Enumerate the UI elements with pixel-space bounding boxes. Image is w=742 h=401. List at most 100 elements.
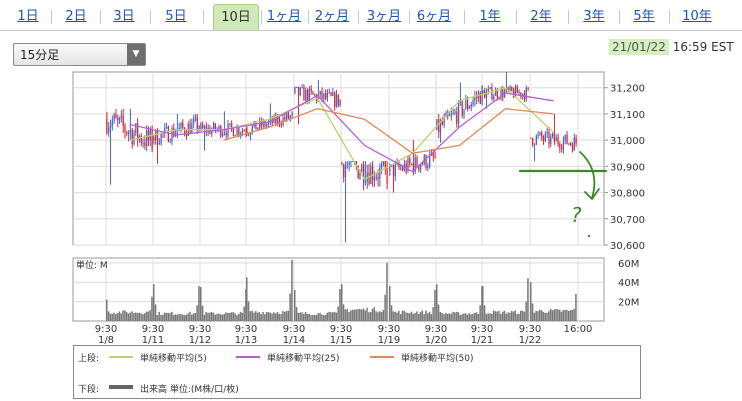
tab-separator [51, 10, 52, 24]
x-tick-date: 1/8 [98, 335, 114, 345]
tab-12[interactable]: 3年 [583, 9, 605, 24]
volume-bar [269, 312, 272, 321]
candle-body [571, 144, 574, 151]
candle-body [326, 92, 329, 99]
candle-body [282, 117, 284, 125]
tab-9[interactable]: 6ヶ月 [416, 9, 452, 24]
candle-body [122, 115, 124, 126]
volume-tick-label: 60M [618, 259, 639, 270]
moving-average-line-2 [129, 92, 554, 173]
candle-body [542, 138, 545, 141]
tab-2[interactable]: 2日 [65, 9, 87, 24]
tab-8[interactable]: 3ヶ月 [366, 9, 402, 24]
tab-7[interactable]: 2ヶ月 [314, 9, 350, 24]
candle-body [564, 134, 566, 141]
volume-bar [446, 313, 449, 321]
volume-bar [403, 310, 405, 321]
volume-bar [573, 308, 575, 321]
candle-body [559, 144, 561, 149]
volume-bar [571, 309, 574, 321]
volume-bar [518, 313, 520, 321]
volume-bar [303, 313, 305, 321]
tab-11[interactable]: 2年 [530, 9, 552, 24]
volume-bar [470, 314, 472, 321]
x-tick-time: 16:00 [564, 324, 593, 335]
price-tick-label: 30,700 [610, 215, 645, 226]
volume-bar [461, 314, 463, 321]
candle-body [287, 113, 290, 119]
candle-body [308, 88, 310, 101]
candle-body [434, 156, 436, 158]
volume-bar [475, 312, 478, 321]
volume-bar [558, 309, 561, 321]
tab-separator [150, 10, 151, 24]
volume-tick-label: 40M [618, 278, 639, 289]
volume-bar [348, 311, 350, 321]
candle-body [361, 164, 363, 173]
volume-bar [530, 282, 532, 321]
volume-bar [109, 313, 112, 321]
volume-bar [472, 313, 474, 321]
candle-body [344, 165, 347, 178]
tab-14[interactable]: 10年 [682, 9, 712, 24]
volume-tick-label: 20M [618, 298, 639, 309]
candle-body [470, 104, 472, 108]
volume-bar [160, 314, 162, 321]
tab-1[interactable]: 1日 [17, 9, 39, 24]
candle-body [158, 143, 160, 145]
volume-bar [276, 312, 279, 321]
volume-bar [548, 311, 550, 321]
tab-4[interactable]: 5日 [165, 9, 187, 24]
volume-bar [551, 310, 554, 321]
candle-body [255, 121, 257, 130]
volume-bar [335, 312, 338, 321]
volume-bar [452, 311, 454, 321]
candle-body [507, 87, 509, 91]
candle-body [573, 137, 575, 151]
interval-dropdown[interactable]: 15分足 ▼ [13, 43, 146, 66]
volume-bar [375, 311, 377, 321]
x-tick-date: 1/15 [330, 335, 352, 345]
candle-body [212, 123, 215, 130]
volume-bar [133, 313, 135, 321]
candle-body [555, 137, 557, 142]
volume-bar [253, 312, 255, 321]
volume-bar [368, 312, 370, 321]
volume-bar [523, 311, 526, 321]
volume-bar [450, 313, 452, 321]
volume-bar [454, 312, 456, 321]
tab-6[interactable]: 1ヶ月 [266, 9, 302, 24]
tab-10[interactable]: 1年 [479, 9, 501, 24]
candle-body [355, 161, 357, 166]
volume-bar [167, 312, 169, 321]
tab-5[interactable]: 10日 [213, 4, 259, 30]
candle-body [280, 123, 282, 125]
volume-bar [176, 314, 179, 321]
volume-bar [448, 313, 451, 321]
volume-bar [294, 289, 296, 321]
volume-bar [111, 313, 113, 321]
volume-bar [251, 310, 253, 321]
candle-body [438, 119, 440, 133]
tab-separator [261, 10, 262, 24]
candle-body [160, 133, 162, 144]
volume-bar [560, 311, 563, 321]
candle-body [275, 115, 277, 124]
volume-bar [549, 308, 552, 321]
candle-body [225, 133, 227, 136]
volume-bar [124, 310, 126, 321]
volume-bar [500, 313, 502, 321]
volume-bar [136, 312, 139, 321]
volume-bar [165, 312, 168, 321]
volume-bar [425, 310, 427, 321]
candle-body [489, 87, 491, 89]
x-tick-time: 9:30 [235, 324, 257, 335]
candle-body [493, 95, 495, 99]
tab-3[interactable]: 3日 [113, 9, 135, 24]
candle-body [366, 172, 368, 183]
tab-separator [619, 10, 620, 24]
volume-bar [142, 314, 144, 321]
volume-bar [134, 312, 137, 321]
volume-bar [507, 312, 509, 321]
tab-13[interactable]: 5年 [633, 9, 655, 24]
